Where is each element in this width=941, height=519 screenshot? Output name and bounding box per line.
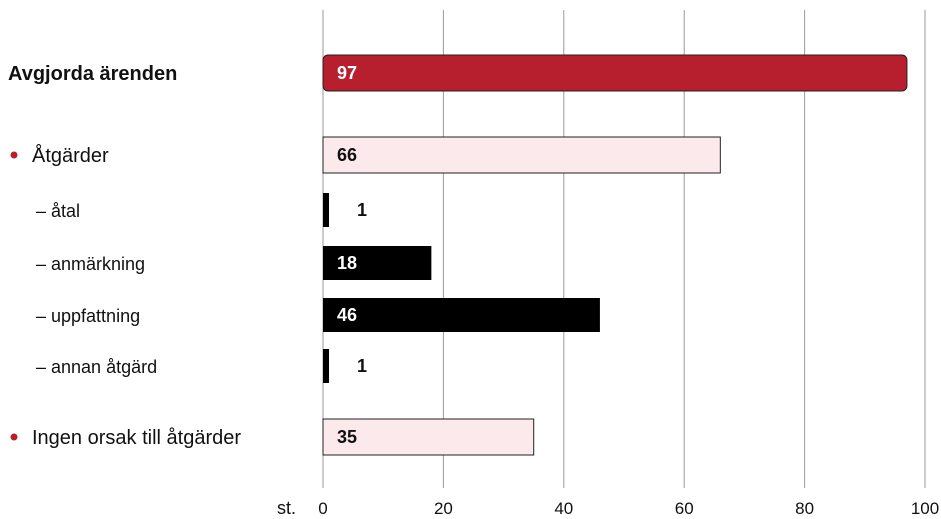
bar — [323, 246, 432, 280]
bar-value-label: 1 — [357, 356, 367, 376]
bar-value-label: 46 — [337, 305, 357, 325]
bar — [323, 193, 330, 227]
bar — [323, 349, 330, 383]
bullet-icon — [10, 151, 18, 159]
bullet-icon — [10, 433, 18, 441]
bar — [322, 136, 721, 174]
category-label: Avgjorda ärenden — [8, 63, 177, 85]
x-tick-label: 40 — [554, 499, 573, 518]
x-tick-label: 100 — [911, 499, 939, 518]
x-tick-label: 80 — [795, 499, 814, 518]
category-label: – åtal — [36, 201, 80, 221]
category-label: Ingen orsak till åtgärder — [32, 427, 241, 449]
category-label: Åtgärder — [32, 144, 109, 167]
bar-value-label: 97 — [337, 63, 357, 83]
bar — [323, 298, 600, 332]
bar — [322, 418, 535, 456]
bar-value-label: 66 — [337, 145, 357, 165]
category-labels: Avgjorda ärenden Åtgärder – åtal – anmärkni… — [8, 63, 241, 449]
x-axis-unit-label: st. — [277, 498, 296, 518]
x-tick-label: 0 — [318, 499, 327, 518]
bars: 97 66 1 18 46 1 35 — [322, 54, 908, 456]
category-label: – uppfattning — [36, 306, 140, 326]
x-tick-label: 60 — [675, 499, 694, 518]
bar — [322, 54, 908, 92]
category-label: – anmärkning — [36, 254, 145, 274]
bar-value-label: 35 — [337, 427, 357, 447]
x-tick-label: 20 — [434, 499, 453, 518]
x-axis: st. 0 20 40 60 80 100 — [277, 498, 939, 518]
bar-value-label: 18 — [337, 253, 357, 273]
category-label: – annan åtgärd — [36, 357, 157, 377]
bar-value-label: 1 — [357, 200, 367, 220]
